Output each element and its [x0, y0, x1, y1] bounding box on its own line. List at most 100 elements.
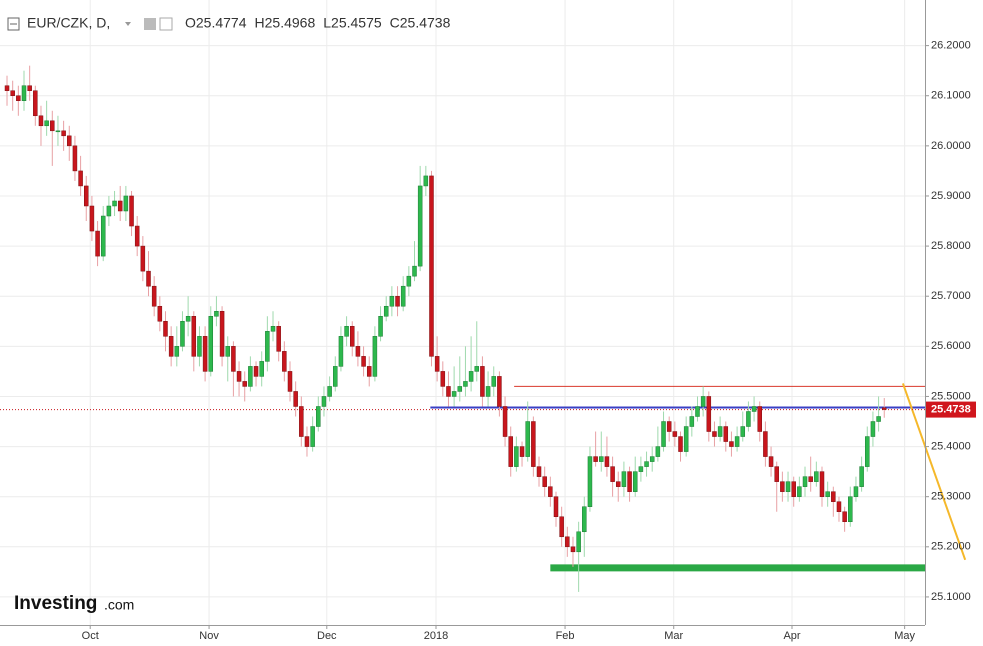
- candle-body: [417, 185, 423, 267]
- candle-body: [763, 431, 768, 457]
- settings-icon[interactable]: [159, 17, 173, 31]
- candle-body: [400, 285, 406, 307]
- candle-body: [542, 476, 547, 487]
- candle-body: [700, 396, 706, 407]
- candle-body: [519, 446, 525, 457]
- x-tick-label: May: [894, 630, 915, 642]
- y-tick-label: 25.8000: [931, 240, 971, 252]
- candle-body: [265, 331, 270, 362]
- candle-body: [100, 215, 106, 257]
- candle-body: [383, 305, 389, 317]
- candle-body: [106, 205, 112, 217]
- candle-body: [802, 476, 808, 487]
- candle-body: [666, 421, 672, 432]
- candle-body: [219, 310, 225, 357]
- candle-body: [757, 406, 762, 432]
- candle-body: [734, 436, 740, 447]
- candle-body: [502, 406, 508, 437]
- candle-body: [350, 326, 355, 347]
- candle-body: [604, 456, 610, 467]
- candle-body: [525, 421, 530, 457]
- candle-body: [4, 85, 10, 91]
- candle-body: [55, 130, 61, 133]
- candle-body: [468, 371, 474, 382]
- candle-body: [797, 486, 802, 497]
- ohlc-value: 25.4738: [400, 15, 451, 31]
- candle-body: [168, 336, 174, 357]
- candle-body: [231, 346, 236, 372]
- settings-icon[interactable]: [144, 18, 156, 30]
- candle-body: [780, 481, 785, 492]
- candle-body: [508, 436, 513, 467]
- candle-body: [129, 195, 134, 227]
- candles: [4, 65, 887, 592]
- candle-body: [593, 456, 598, 462]
- candle-body: [831, 491, 836, 502]
- dropdown-icon[interactable]: [125, 22, 131, 26]
- candle-body: [355, 346, 361, 357]
- y-tick-label: 25.6000: [931, 340, 971, 352]
- candle-body: [791, 481, 796, 497]
- candle-body: [67, 135, 72, 147]
- x-tick-label: Oct: [82, 630, 99, 642]
- candle-body: [536, 466, 542, 477]
- candle-body: [514, 446, 519, 467]
- candle-body: [870, 421, 876, 437]
- candle-body: [865, 436, 870, 467]
- ohlc-label: H: [255, 15, 265, 31]
- logo-suffix: .com: [104, 597, 134, 613]
- candle-body: [253, 366, 259, 377]
- candle-body: [134, 225, 140, 247]
- candle-body: [180, 321, 185, 347]
- candle-body: [717, 426, 723, 437]
- candle-body: [740, 426, 746, 437]
- x-tick-label: Mar: [664, 630, 683, 642]
- candle-body: [395, 295, 400, 307]
- candle-body: [276, 326, 281, 352]
- candle-body: [446, 386, 451, 397]
- ohlc: O 25.4774 H 25.4968 L 25.4575 C 25.4738: [185, 15, 451, 31]
- candle-body: [451, 391, 457, 397]
- candle-body: [197, 336, 202, 357]
- candle-body: [848, 496, 853, 523]
- candle-body: [287, 371, 293, 392]
- candle-body: [774, 466, 779, 482]
- ohlc-value: 25.4968: [265, 15, 316, 31]
- candle-body: [751, 406, 757, 412]
- candle-body: [185, 316, 191, 322]
- candle-body: [599, 456, 604, 462]
- candle-body: [236, 371, 242, 382]
- candle-body: [706, 396, 712, 432]
- ohlc-label: L: [323, 15, 331, 31]
- candle-body: [33, 90, 38, 117]
- candle-body: [695, 406, 700, 417]
- y-tick-label: 26.0000: [931, 140, 971, 152]
- candle-body: [632, 471, 638, 492]
- candle-body: [672, 431, 678, 437]
- candle-body: [412, 265, 417, 277]
- candle-body: [785, 481, 791, 492]
- y-tick-label: 25.3000: [931, 491, 971, 503]
- menu-icon[interactable]: [7, 17, 20, 31]
- candle-body: [853, 486, 859, 497]
- candle-body: [208, 316, 214, 372]
- y-tick-label: 25.5000: [931, 390, 971, 402]
- candle-body: [882, 407, 887, 410]
- candle-body: [16, 95, 21, 101]
- candle-body: [485, 386, 491, 397]
- candle-body: [729, 441, 734, 447]
- candle-body: [655, 446, 661, 457]
- candle-body: [808, 476, 813, 482]
- ohlc-value: 25.4774: [196, 15, 247, 31]
- candle-body: [84, 185, 89, 207]
- candle-body: [712, 431, 717, 437]
- y-tick-label: 25.7000: [931, 290, 971, 302]
- candle-body: [242, 381, 247, 387]
- candle-body: [814, 471, 819, 482]
- candle-body: [389, 295, 395, 307]
- candle-body: [38, 115, 44, 127]
- candle-body: [282, 351, 287, 372]
- candle-body: [89, 205, 95, 232]
- candle-body: [627, 471, 632, 492]
